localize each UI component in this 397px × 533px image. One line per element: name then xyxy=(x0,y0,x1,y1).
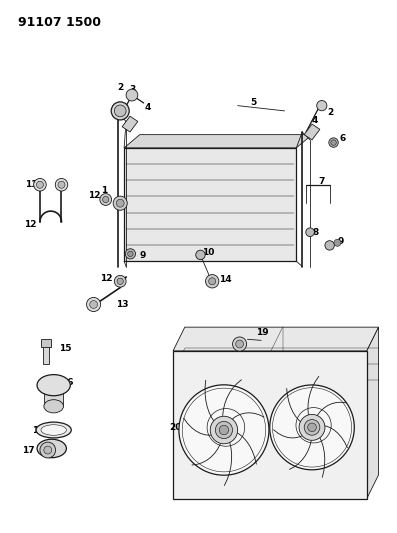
Text: 8: 8 xyxy=(313,228,319,237)
Polygon shape xyxy=(173,351,367,498)
Text: 6: 6 xyxy=(339,134,346,143)
Bar xyxy=(44,385,64,406)
Circle shape xyxy=(196,250,205,260)
Circle shape xyxy=(34,179,46,191)
Text: 91107 1500: 91107 1500 xyxy=(18,16,102,29)
Bar xyxy=(43,345,49,364)
Circle shape xyxy=(331,140,336,146)
Text: 11: 11 xyxy=(25,180,37,189)
Circle shape xyxy=(90,301,98,309)
Circle shape xyxy=(209,278,216,285)
Circle shape xyxy=(306,228,314,237)
Text: 10: 10 xyxy=(202,248,214,257)
Polygon shape xyxy=(304,124,320,140)
Circle shape xyxy=(206,274,219,288)
Text: 2: 2 xyxy=(327,108,333,117)
Circle shape xyxy=(128,251,133,256)
Text: 12: 12 xyxy=(24,220,37,229)
Circle shape xyxy=(114,105,126,117)
Text: 19: 19 xyxy=(256,328,269,337)
Text: 12: 12 xyxy=(100,273,113,282)
Ellipse shape xyxy=(41,425,66,435)
Circle shape xyxy=(102,196,109,203)
Text: 7: 7 xyxy=(319,176,325,185)
Circle shape xyxy=(317,101,327,111)
Circle shape xyxy=(126,89,138,101)
Polygon shape xyxy=(367,327,379,498)
Ellipse shape xyxy=(40,442,56,458)
Circle shape xyxy=(125,249,135,259)
Circle shape xyxy=(55,179,68,191)
Text: 14: 14 xyxy=(219,274,231,284)
Circle shape xyxy=(219,425,229,435)
Circle shape xyxy=(114,276,126,287)
Text: 12: 12 xyxy=(89,191,101,200)
Circle shape xyxy=(210,416,238,444)
Text: 16: 16 xyxy=(61,378,73,387)
Circle shape xyxy=(236,340,243,348)
Circle shape xyxy=(116,199,124,207)
Circle shape xyxy=(308,423,316,432)
Text: 4: 4 xyxy=(145,103,151,112)
Text: 15: 15 xyxy=(59,344,72,353)
Circle shape xyxy=(334,239,341,246)
Text: 1: 1 xyxy=(101,185,107,195)
Ellipse shape xyxy=(37,375,70,395)
Circle shape xyxy=(44,446,52,454)
Text: 17: 17 xyxy=(22,446,35,455)
Polygon shape xyxy=(124,148,297,261)
Polygon shape xyxy=(173,327,379,351)
Circle shape xyxy=(100,193,112,205)
Ellipse shape xyxy=(44,400,64,413)
Circle shape xyxy=(325,241,334,250)
Circle shape xyxy=(233,337,247,351)
Circle shape xyxy=(329,138,338,147)
Circle shape xyxy=(117,278,123,285)
Text: 13: 13 xyxy=(116,300,128,309)
Ellipse shape xyxy=(37,439,66,458)
Circle shape xyxy=(304,419,320,435)
Text: 3: 3 xyxy=(129,85,136,94)
Text: 9: 9 xyxy=(140,252,146,261)
Text: 5: 5 xyxy=(250,99,256,108)
Circle shape xyxy=(179,385,269,475)
Text: 9: 9 xyxy=(337,237,343,246)
Ellipse shape xyxy=(36,422,71,438)
Circle shape xyxy=(299,414,325,440)
Circle shape xyxy=(270,385,354,470)
Circle shape xyxy=(111,102,129,120)
Text: 4: 4 xyxy=(312,116,318,125)
Circle shape xyxy=(37,181,44,188)
Polygon shape xyxy=(122,116,138,132)
Circle shape xyxy=(215,422,233,439)
Text: 20: 20 xyxy=(169,423,181,432)
Circle shape xyxy=(113,196,127,211)
Circle shape xyxy=(58,181,65,188)
Bar xyxy=(41,340,50,347)
Circle shape xyxy=(87,297,100,312)
Polygon shape xyxy=(124,135,312,148)
Text: 2: 2 xyxy=(117,83,123,92)
Text: 18: 18 xyxy=(32,425,44,434)
